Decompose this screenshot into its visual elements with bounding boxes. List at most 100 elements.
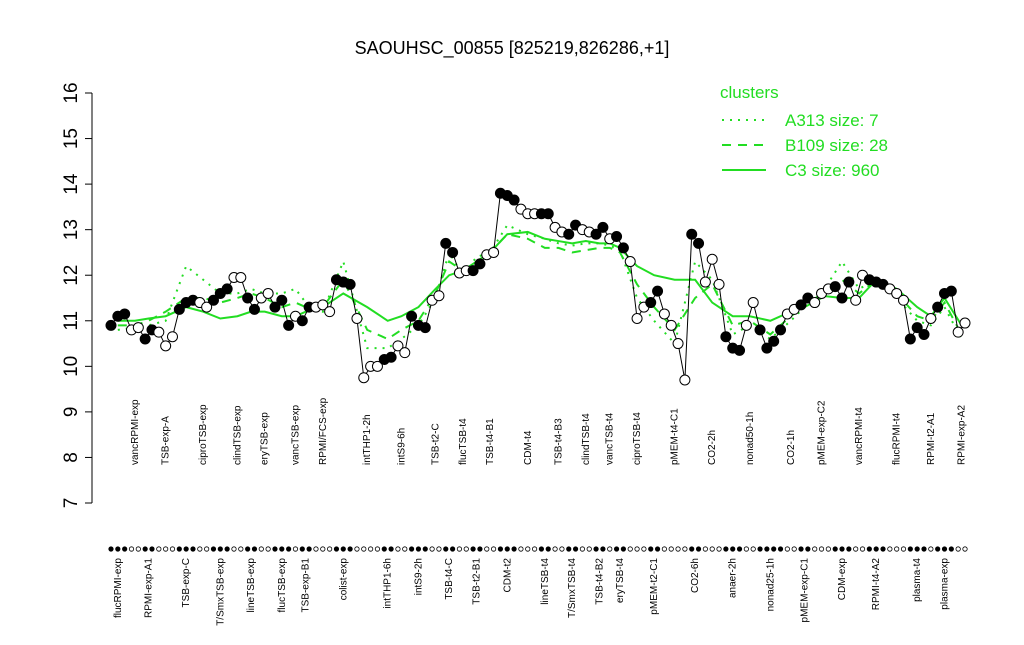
x-tick-label: CO2-2h: [707, 430, 718, 465]
rug-dot: [579, 546, 586, 552]
sample-point: [693, 237, 705, 249]
y-tick-label: 15: [61, 128, 82, 149]
rug-dot: [238, 546, 244, 552]
sample-point: [850, 294, 862, 306]
x-tick-label: plasma-t4: [912, 558, 923, 602]
x-tick-label: flucRPMI-t4: [892, 412, 903, 465]
rug-dot: [948, 546, 954, 552]
rug-dot: [210, 546, 217, 552]
rug-dot: [812, 546, 818, 552]
sample-point: [597, 221, 609, 233]
sample-point: [843, 276, 855, 288]
rug-dot: [825, 546, 831, 552]
sample-point: [283, 319, 295, 331]
rug-dot: [586, 546, 592, 552]
x-tick-label: flucRPMI-exp: [113, 558, 124, 618]
rug-dot: [251, 546, 258, 552]
rug-dot: [723, 546, 729, 552]
x-tick-label: vancRPMI-t4: [854, 407, 865, 465]
rug-dot: [675, 546, 681, 552]
rug-dot: [914, 546, 920, 552]
rug-dot: [463, 546, 469, 552]
x-tick-label: RPMI-t2-A1: [926, 412, 937, 465]
rug-dot: [381, 546, 387, 552]
rug-dot: [456, 546, 463, 552]
x-tick-label: TSB-t4-C: [444, 558, 455, 600]
x-tick-label: TSB-t2-B1: [472, 558, 483, 605]
sample-point: [952, 326, 964, 338]
sample-point: [467, 265, 479, 277]
rug-dot: [245, 546, 251, 552]
sample-point: [276, 294, 288, 306]
x-tick-label: nonad50-1h: [745, 412, 756, 465]
sample-point: [105, 319, 117, 331]
rug-dot: [224, 546, 230, 552]
x-tick-label: clindTSB-t4: [581, 413, 592, 465]
rug-dot: [593, 546, 599, 552]
rug-dot: [409, 546, 415, 552]
x-tick-label: TSB-exp-A: [161, 416, 172, 465]
x-tick-label: vancTSB-t4: [605, 412, 616, 465]
rug-dot: [484, 546, 490, 552]
sample-point: [542, 208, 554, 220]
sample-point: [945, 285, 957, 297]
x-tick-label: intTHP1-6h: [383, 558, 394, 609]
sample-point: [419, 322, 431, 334]
sample-point: [153, 326, 165, 338]
x-tick-label: RPMI-exp-A1: [144, 558, 155, 618]
x-tick-label: intS9-2h: [413, 558, 424, 595]
rug-dot: [122, 546, 128, 552]
sample-point: [645, 297, 657, 309]
rug-dot: [402, 546, 408, 552]
sample-point: [139, 333, 151, 345]
rug-dot: [115, 546, 121, 552]
y-tick-label: 8: [61, 452, 82, 463]
sample-point: [296, 315, 308, 327]
y-tick-label: 14: [61, 173, 82, 195]
x-tick-label: colist-exp: [338, 558, 349, 601]
rug-dot: [169, 546, 176, 552]
sample-point: [406, 310, 418, 322]
sample-point: [173, 303, 185, 315]
rug-dot: [497, 546, 504, 552]
rug-dot: [791, 546, 797, 552]
sample-point: [324, 306, 336, 318]
rug-dot: [846, 546, 852, 552]
rug-dot: [272, 546, 278, 552]
sample-point: [433, 290, 445, 302]
rug-dot: [545, 546, 551, 552]
rug-dot: [777, 546, 784, 552]
rug-dot: [340, 546, 346, 552]
sample-point: [891, 287, 903, 299]
rug-dot: [887, 546, 893, 552]
sample-point: [201, 301, 213, 313]
sample-point: [959, 317, 971, 329]
rug-dot: [743, 546, 749, 552]
x-tick-label: ciproTSB-t4: [632, 412, 643, 465]
rug-dot: [163, 546, 169, 552]
rug-dot: [771, 546, 777, 552]
rug-dot: [313, 546, 319, 552]
rug-dot: [853, 546, 859, 552]
rug-dot: [422, 546, 428, 552]
sample-point: [624, 256, 636, 268]
x-tick-label: TSB-t4-B2: [594, 558, 605, 605]
sample-point: [911, 322, 923, 334]
rug-dot: [299, 546, 305, 552]
chart-title: SAOUHSC_00855 [825219,826286,+1]: [355, 38, 670, 59]
legend-title: clusters: [720, 83, 779, 102]
x-tick-label: TSB-exp-B1: [301, 558, 312, 613]
rug-dot: [935, 546, 941, 552]
rug-dot: [449, 546, 456, 552]
rug-dot: [388, 546, 394, 552]
x-tick-label: CDM-t4: [523, 430, 534, 465]
sample-point: [344, 278, 356, 290]
x-tick-label: pMEM-t2-C1: [649, 558, 660, 615]
rug-dot: [839, 546, 845, 552]
sample-point: [672, 338, 684, 350]
rug-dot: [941, 546, 948, 552]
rug-dot: [750, 546, 756, 552]
legend-label: B109 size: 28: [785, 136, 888, 155]
rug-dot: [641, 546, 647, 552]
sample-point: [160, 340, 172, 352]
